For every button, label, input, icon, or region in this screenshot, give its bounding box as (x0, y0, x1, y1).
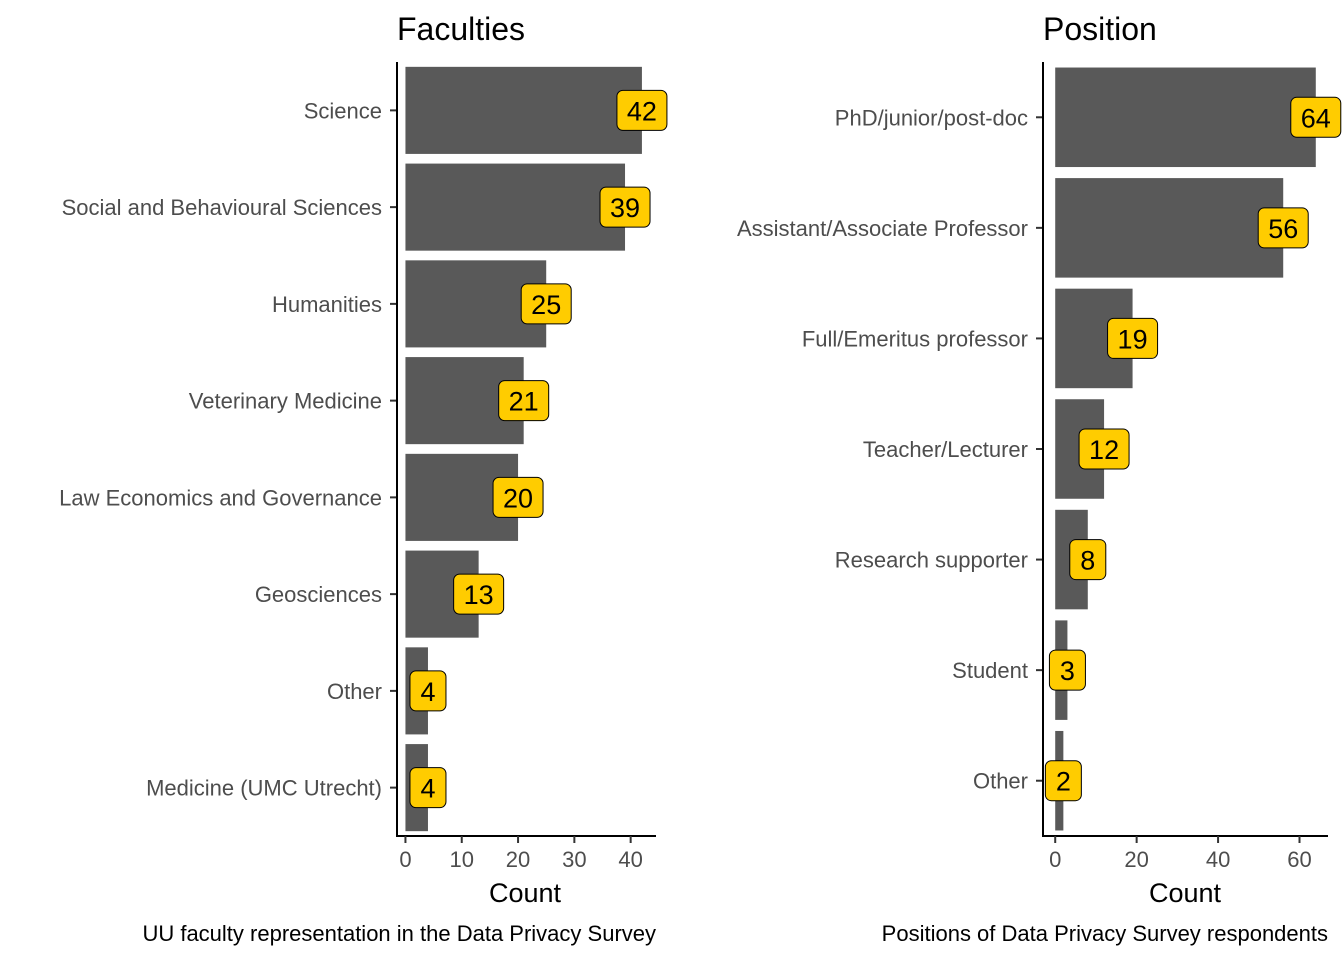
category-label: Humanities (272, 292, 382, 317)
category-label: Other (327, 679, 382, 704)
value-label: 13 (464, 580, 494, 610)
value-label: 2 (1056, 767, 1071, 797)
value-label: 25 (531, 290, 561, 320)
x-tick-label: 0 (1049, 847, 1061, 872)
x-tick-label: 40 (618, 847, 642, 872)
value-label: 20 (503, 483, 533, 513)
value-label-box (599, 186, 651, 228)
x-tick-label: 20 (506, 847, 530, 872)
caption: Positions of Data Privacy Survey respond… (882, 921, 1328, 946)
value-label: 12 (1089, 435, 1119, 465)
category-label: Full/Emeritus professor (802, 326, 1028, 351)
category-label: Science (304, 98, 382, 123)
value-label: 21 (509, 387, 539, 417)
category-label: Medicine (UMC Utrecht) (146, 776, 382, 801)
panel-title: Position (1043, 11, 1157, 47)
bars-group (405, 66, 642, 832)
value-label: 19 (1118, 324, 1148, 354)
value-label-box (616, 89, 668, 131)
value-label: 56 (1268, 214, 1298, 244)
value-label: 4 (420, 677, 435, 707)
x-axis: 0 10 20 30 40 (396, 835, 656, 872)
bar-social-and-behavioural-sciences (405, 163, 626, 251)
bar-science (405, 66, 642, 154)
caption: UU faculty representation in the Data Pr… (142, 921, 656, 946)
value-label-box (453, 573, 505, 615)
value-label: 39 (610, 193, 640, 223)
value-label-box (1078, 428, 1130, 470)
value-labels-group: 42 39 25 21 20 13 4 4 (409, 89, 668, 809)
value-label: 42 (627, 96, 657, 126)
value-label-box (1107, 317, 1159, 359)
x-axis: 0 20 40 60 (1042, 835, 1328, 872)
value-label: 4 (420, 774, 435, 804)
category-label: PhD/junior/post-doc (835, 105, 1028, 130)
y-axis: PhD/junior/post-doc Assistant/Associate P… (737, 62, 1044, 836)
category-label: Geosciences (255, 582, 382, 607)
bar-assistant-associate-professor (1055, 178, 1284, 278)
x-tick-label: 40 (1206, 847, 1230, 872)
category-label: Assistant/Associate Professor (737, 216, 1028, 241)
category-label: Veterinary Medicine (189, 389, 382, 414)
x-axis-title: Count (489, 878, 562, 908)
x-tick-label: 60 (1287, 847, 1311, 872)
x-tick-label: 20 (1124, 847, 1148, 872)
faculties-panel: Faculties 42 39 25 21 20 13 4 4 Science Social a… (59, 11, 668, 946)
value-labels-group: 64 56 19 12 8 3 2 (1044, 96, 1342, 802)
bar-phd-junior-post-doc (1055, 67, 1316, 168)
value-label: 64 (1301, 103, 1331, 133)
value-label-box (1290, 96, 1342, 138)
value-label-box (1048, 649, 1086, 691)
y-axis: Science Social and Behavioural Sciences Hu… (59, 62, 398, 836)
category-label: Research supporter (835, 548, 1028, 573)
x-tick-label: 30 (562, 847, 586, 872)
category-label: Social and Behavioural Sciences (62, 195, 382, 220)
value-label-box (1044, 760, 1082, 802)
x-tick-label: 0 (399, 847, 411, 872)
value-label: 3 (1060, 656, 1075, 686)
value-label-box (520, 283, 572, 325)
panel-title: Faculties (397, 11, 525, 47)
value-label-box (492, 476, 544, 518)
category-label: Teacher/Lecturer (863, 437, 1028, 462)
category-label: Other (973, 769, 1028, 794)
value-label: 8 (1080, 546, 1095, 576)
category-label: Student (952, 658, 1028, 683)
value-label-box (1257, 207, 1309, 249)
position-panel: Position 64 56 19 12 8 3 2 PhD/junior/post-doc… (737, 11, 1342, 946)
value-label-box (409, 670, 447, 712)
value-label-box (498, 380, 550, 422)
value-label-box (409, 767, 447, 809)
x-axis-title: Count (1149, 878, 1222, 908)
value-label-box (1069, 539, 1107, 581)
x-tick-label: 10 (450, 847, 474, 872)
category-label: Law Economics and Governance (59, 485, 382, 510)
